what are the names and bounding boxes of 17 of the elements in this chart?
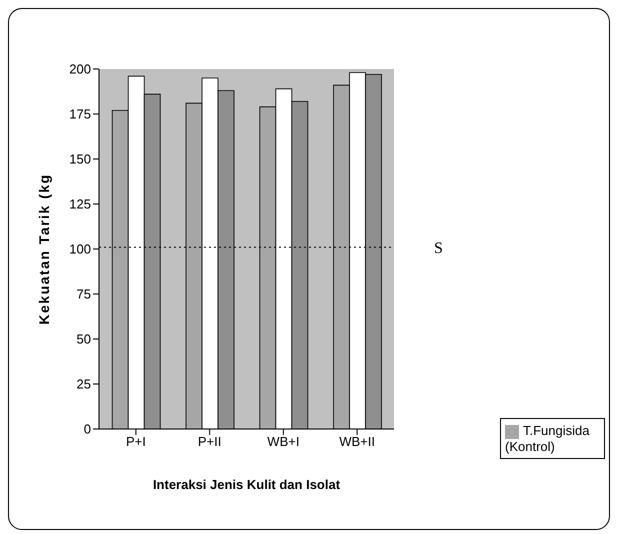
y-tick-label: 0: [84, 422, 91, 437]
ref-line-label: S: [434, 240, 443, 257]
y-tick-label: 75: [76, 286, 91, 302]
x-tick-label: P+II: [198, 434, 222, 450]
legend-label: T.Fungisida (Kontrol): [505, 423, 590, 454]
x-tick-label: P+I: [126, 434, 146, 450]
y-axis-title: Kekuatan Tarik (kg: [36, 173, 52, 325]
y-tick-label: 50: [76, 332, 91, 347]
x-tick-label: WB+I: [267, 434, 300, 450]
y-tick-label: 200: [69, 62, 91, 77]
y-tick-label: 150: [69, 152, 91, 167]
x-tick-label: WB+II: [339, 434, 376, 450]
y-tick-label: 125: [69, 196, 91, 212]
y-tick-label: 175: [69, 106, 91, 122]
x-axis-title: Interaksi Jenis Kulit dan Isolat: [152, 477, 341, 492]
y-tick-label: 100: [69, 242, 91, 257]
y-tick-label: 25: [76, 376, 91, 392]
